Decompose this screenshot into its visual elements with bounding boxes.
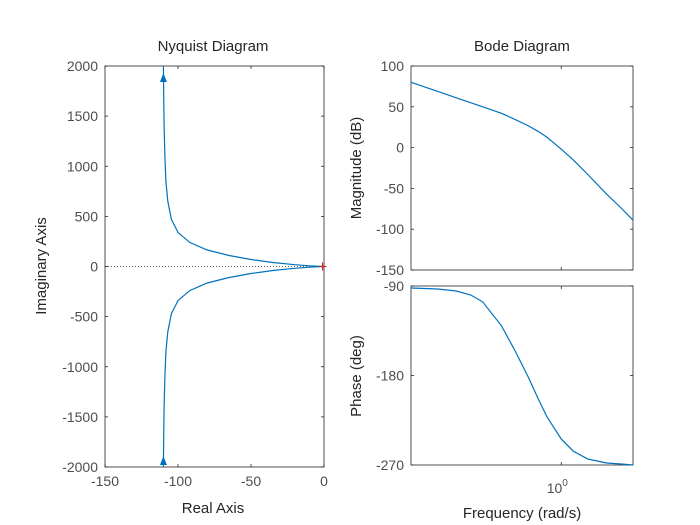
nyquist-y-tick-label: -500 [70, 309, 98, 325]
nyquist-chart: Nyquist Diagram -150 -100 -50 0 20001500100… [33, 38, 328, 517]
bode-magnitude-ticks [411, 65, 633, 271]
bode-magnitude-y-tick-label: -100 [376, 221, 404, 237]
bode-phase-y-tick-label: -90 [384, 278, 404, 294]
bode-phase-y-tick-labels: -90 -180 -270 [376, 278, 404, 473]
bode-phase-chart: -90 -180 -270 100 Phase (deg) Frequency (r… [348, 278, 634, 522]
nyquist-x-tick-label: -50 [241, 473, 261, 489]
bode-magnitude-y-tick-label: 100 [381, 58, 405, 74]
nyquist-x-tick-labels: -150 -100 -50 0 [91, 473, 328, 489]
nyquist-x-tick-label: -150 [91, 473, 119, 489]
bode-phase-x-tick-labels: 100 [547, 478, 569, 496]
bode-phase-x-tick-label: 100 [547, 478, 569, 496]
bode-magnitude-curve [410, 81, 634, 221]
bode-magnitude-y-tick-label: 50 [388, 99, 404, 115]
bode-phase-curve [410, 287, 634, 466]
bode-phase-line [410, 287, 634, 466]
bode-magnitude-line [410, 81, 634, 221]
bode-magnitude-y-axis-label: Magnitude (dB) [348, 117, 365, 220]
nyquist-y-axis-label: Imaginary Axis [33, 217, 50, 315]
nyquist-branch-negative-frequency [162, 65, 325, 268]
bode-magnitude-y-tick-label: -150 [376, 262, 404, 278]
nyquist-curves [159, 65, 327, 468]
bode-phase-y-tick-label: -270 [376, 457, 404, 473]
bode-magnitude-plot-area [410, 65, 634, 271]
nyquist-y-tick-label: 1000 [67, 158, 98, 174]
nyquist-y-tick-labels: 2000 1500 1000 500 0 -500 -1000 -1500 -2000 [62, 58, 98, 475]
nyquist-title: Nyquist Diagram [158, 38, 269, 55]
bode-phase-y-axis-label: Phase (deg) [348, 335, 365, 417]
nyquist-x-tick-label: 0 [320, 473, 328, 489]
nyquist-branch-positive-frequency [162, 265, 325, 468]
bode-magnitude-y-tick-label: 0 [396, 140, 404, 156]
bode-magnitude-y-tick-labels: 100 50 0 -50 -100 -150 [376, 58, 404, 278]
nyquist-y-tick-label: -2000 [62, 459, 98, 475]
nyquist-critical-point-marker [318, 262, 327, 271]
nyquist-y-tick-label: 1500 [67, 108, 98, 124]
nyquist-y-tick-label: -1500 [62, 409, 98, 425]
nyquist-y-tick-label: 0 [90, 259, 98, 275]
nyquist-y-tick-label: 500 [75, 208, 99, 224]
nyquist-ticks [104, 65, 325, 468]
bode-phase-plot-area [410, 285, 634, 466]
bode-magnitude-chart: Bode Diagram 100 50 0 -50 -100 -150 Magnitude… [348, 38, 634, 278]
nyquist-y-tick-label: -1000 [62, 359, 98, 375]
nyquist-direction-arrow [159, 73, 167, 83]
bode-frequency-axis-label: Frequency (rad/s) [463, 505, 581, 522]
bode-title: Bode Diagram [474, 38, 570, 55]
bode-magnitude-y-tick-label: -50 [384, 180, 404, 196]
nyquist-y-tick-label: 2000 [67, 58, 98, 74]
nyquist-x-axis-label: Real Axis [182, 500, 245, 517]
nyquist-x-tick-label: -100 [164, 473, 192, 489]
nyquist-direction-arrow [159, 455, 167, 465]
bode-phase-y-tick-label: -180 [376, 368, 404, 384]
